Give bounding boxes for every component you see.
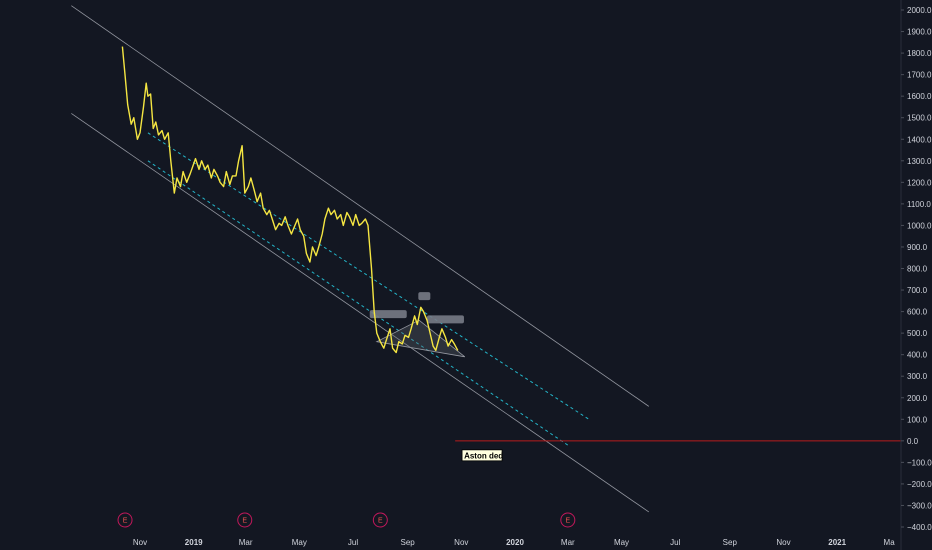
time-axis-tick-label: Sep — [723, 538, 738, 547]
price-axis-tick-label: −400.0 — [907, 523, 932, 532]
pattern-label-box[interactable] — [426, 315, 464, 324]
earnings-event-label: E — [123, 518, 128, 525]
price-axis-tick-label: 0.0 — [907, 437, 919, 446]
earnings-event-marker[interactable] — [117, 512, 133, 528]
channel-median-dashed-line[interactable] — [147, 132, 590, 420]
price-axis-tick-label: −100.0 — [907, 458, 932, 467]
price-axis-tick-label: 200.0 — [907, 394, 928, 403]
price-axis-tick-label: −200.0 — [907, 480, 932, 489]
price-axis-tick-label: 1700.0 — [907, 71, 932, 80]
time-axis-tick-label: Nov — [454, 538, 468, 547]
price-axis-tick-label: 900.0 — [907, 243, 928, 252]
channel-inner-dashed-line[interactable] — [147, 160, 569, 446]
price-axis-tick-label: 500.0 — [907, 329, 928, 338]
channel-lower-line[interactable] — [71, 113, 650, 513]
price-axis-tick-label: 1400.0 — [907, 135, 932, 144]
time-axis-tick-label: Jul — [670, 538, 680, 547]
time-axis[interactable]: Nov 2019 Mar May Jul Sep Nov 2020 Mar May Jul Sep No… — [133, 538, 895, 547]
annotation-box[interactable] — [461, 449, 503, 462]
earnings-event-label: E — [242, 518, 247, 525]
price-axis-tick-label: 1600.0 — [907, 92, 932, 101]
price-axis-tick-label: 800.0 — [907, 265, 928, 274]
price-axis-tick-label: 1900.0 — [907, 28, 932, 37]
price-axis-tick-label: 100.0 — [907, 415, 928, 424]
time-axis-tick-label: Jul — [348, 538, 358, 547]
triangle-pattern[interactable] — [375, 319, 466, 358]
annotation-text: Aston ded — [464, 451, 503, 460]
price-axis-tick-label: 1200.0 — [907, 178, 932, 187]
price-axis-tick-label: 700.0 — [907, 286, 928, 295]
earnings-event-marker[interactable] — [237, 512, 253, 528]
time-axis-tick-label: 2019 — [185, 538, 203, 547]
time-axis-tick-label: Ma — [884, 538, 896, 547]
time-axis-tick-label: Nov — [133, 538, 147, 547]
time-axis-tick-label: May — [292, 538, 307, 547]
time-axis-tick-label: Mar — [561, 538, 575, 547]
price-axis-tick-label: 1000.0 — [907, 221, 932, 230]
earnings-event-marker[interactable] — [560, 512, 576, 528]
price-axis-tick-label: 1800.0 — [907, 49, 932, 58]
time-axis-tick-label: Nov — [776, 538, 790, 547]
price-axis-tick-label: 1100.0 — [907, 200, 931, 209]
plot-area[interactable]: Aston ded E E E E — [71, 5, 901, 528]
time-axis-tick-label: 2020 — [506, 538, 524, 547]
price-axis-tick-label: 600.0 — [907, 308, 928, 317]
price-series-line[interactable] — [121, 46, 459, 354]
price-axis-tick-label: 1300.0 — [907, 157, 932, 166]
time-axis-tick-label: 2021 — [828, 538, 846, 547]
earnings-event-marker[interactable] — [372, 512, 388, 528]
time-axis-tick-label: Sep — [400, 538, 415, 547]
price-axis-tick-label: 400.0 — [907, 351, 928, 360]
earnings-event-label: E — [565, 518, 570, 525]
price-axis-tick-label: 2000.0 — [907, 6, 932, 15]
earnings-event-label: E — [378, 518, 383, 525]
time-axis-tick-label: May — [614, 538, 629, 547]
price-axis-tick-label: 1500.0 — [907, 114, 932, 123]
price-axis[interactable]: 2000.0 1900.0 1800.0 1700.0 1600.0 1500.0 1400… — [901, 6, 932, 532]
price-axis-tick-label: −300.0 — [907, 501, 932, 510]
pattern-label-box[interactable] — [369, 310, 407, 319]
time-axis-tick-label: Mar — [239, 538, 253, 547]
price-axis-tick-label: 300.0 — [907, 372, 928, 381]
pattern-label-box[interactable] — [418, 292, 431, 301]
channel-upper-line[interactable] — [71, 5, 650, 407]
